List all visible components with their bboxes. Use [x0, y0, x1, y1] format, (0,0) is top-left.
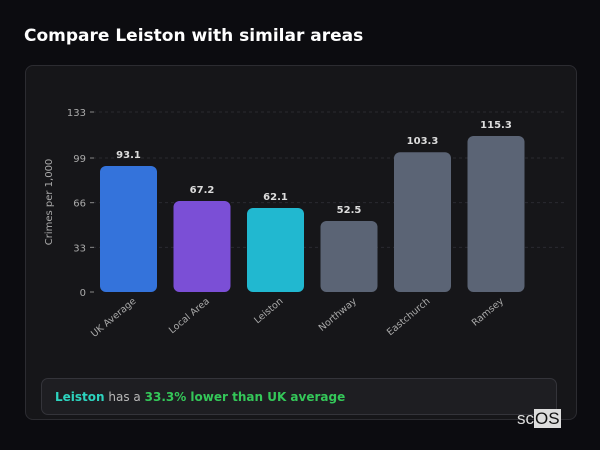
y-tick-label: 0 [80, 288, 86, 299]
bar [320, 220, 378, 292]
y-tick-label: 133 [67, 108, 86, 119]
category-label: Northway [317, 296, 359, 334]
summary-place: Leiston [55, 390, 105, 404]
value-label: 67.2 [190, 185, 215, 196]
summary-comparison: 33.3% lower than UK average [144, 390, 346, 404]
category-label: UK Average [89, 296, 138, 340]
bar [394, 152, 451, 292]
y-axis-label: Crimes per 1,000 [44, 159, 55, 246]
value-label: 115.3 [480, 120, 512, 131]
page-title: Compare Leiston with similar areas [24, 26, 364, 46]
summary-text: has a [108, 390, 141, 404]
value-label: 93.1 [116, 150, 141, 161]
bar-chart: 0 33 66 99 133 Crimes per 1,000 93.1 UK Average… [44, 108, 566, 340]
y-tick-label: 99 [73, 154, 86, 165]
value-label: 52.5 [337, 205, 362, 216]
category-label: Ramsey [470, 296, 506, 329]
bar [467, 135, 525, 292]
y-tick-label: 33 [73, 243, 86, 254]
category-label: Local Area [167, 296, 212, 336]
chart-panel: 0 33 66 99 133 Crimes per 1,000 93.1 UK Average… [25, 65, 577, 420]
bar [100, 166, 157, 292]
category-label: Leiston [252, 296, 285, 326]
comparison-summary: Leiston has a 33.3% lower than UK averag… [41, 378, 557, 415]
bar [247, 207, 304, 292]
value-label: 103.3 [407, 136, 439, 147]
category-label: Eastchurch [385, 296, 432, 338]
y-tick-label: 66 [73, 199, 86, 210]
value-label: 62.1 [263, 192, 288, 203]
bar [173, 201, 231, 292]
logo: scOS [517, 409, 561, 428]
